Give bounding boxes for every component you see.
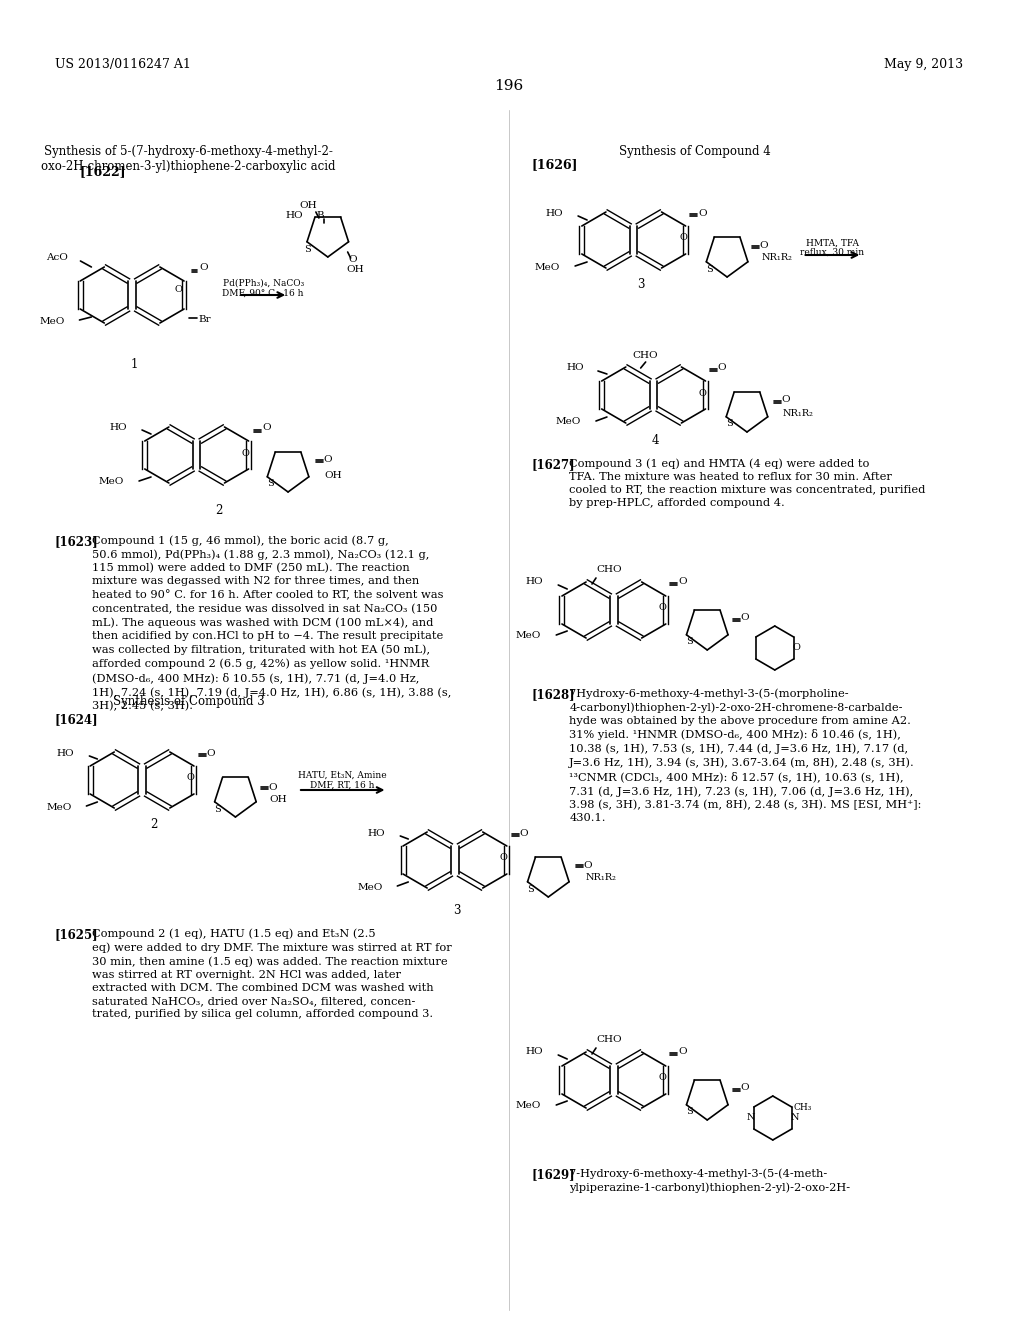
Text: Synthesis of 5-(7-hydroxy-6-methoxy-4-methyl-2-
oxo-2H-chromen-3-yl)thiophene-2-: Synthesis of 5-(7-hydroxy-6-methoxy-4-me… [42, 145, 336, 173]
Text: O: O [175, 285, 182, 294]
Text: NR₁R₂: NR₁R₂ [782, 408, 813, 417]
Text: O: O [262, 424, 270, 433]
Text: 4: 4 [652, 433, 659, 446]
Text: 3: 3 [454, 903, 461, 916]
Text: N: N [791, 1114, 799, 1122]
Text: CHO: CHO [596, 1035, 622, 1044]
Text: US 2013/0116247 A1: US 2013/0116247 A1 [54, 58, 190, 71]
Text: S: S [214, 804, 221, 813]
Text: [1622]: [1622] [80, 165, 126, 178]
Text: OH: OH [299, 201, 316, 210]
Text: MeO: MeO [39, 318, 65, 326]
Text: O: O [186, 774, 195, 783]
Text: 3: 3 [637, 279, 644, 292]
Text: S: S [686, 1107, 692, 1117]
Text: O: O [760, 240, 768, 249]
Text: O: O [698, 388, 707, 397]
Text: O: O [519, 829, 527, 837]
Text: reflux, 30 min: reflux, 30 min [801, 248, 864, 256]
Text: O: O [206, 748, 215, 758]
Text: MeO: MeO [46, 803, 72, 812]
Text: Compound 3 (1 eq) and HMTA (4 eq) were added to
TFA. The mixture was heated to r: Compound 3 (1 eq) and HMTA (4 eq) were a… [569, 458, 926, 508]
Text: CHO: CHO [596, 565, 622, 574]
Text: [1623]: [1623] [54, 535, 98, 548]
Text: AcO: AcO [46, 253, 68, 263]
Text: MeO: MeO [98, 478, 124, 487]
Text: [1627]: [1627] [531, 458, 575, 471]
Text: HO: HO [368, 829, 385, 837]
Text: O: O [348, 256, 357, 264]
Text: O: O [269, 784, 278, 792]
Text: S: S [304, 246, 311, 255]
Text: HO: HO [546, 209, 563, 218]
Text: HO: HO [525, 1048, 544, 1056]
Text: O: O [678, 1048, 687, 1056]
Text: Pd(PPh₃)₄, NaCO₃: Pd(PPh₃)₄, NaCO₃ [222, 279, 304, 288]
Text: [1625]: [1625] [54, 928, 98, 941]
Text: NR₁R₂: NR₁R₂ [761, 253, 793, 263]
Text: [1628]: [1628] [531, 688, 575, 701]
Text: S: S [686, 638, 692, 647]
Text: OH: OH [347, 265, 365, 275]
Text: [1626]: [1626] [531, 158, 578, 172]
Text: O: O [793, 644, 801, 652]
Text: OH: OH [269, 796, 287, 804]
Text: O: O [680, 234, 687, 243]
Text: HO: HO [525, 578, 544, 586]
Text: Synthesis of Compound 4: Synthesis of Compound 4 [620, 145, 771, 158]
Text: Compound 2 (1 eq), HATU (1.5 eq) and Et₃N (2.5
eq) were added to dry DMF. The mi: Compound 2 (1 eq), HATU (1.5 eq) and Et₃… [92, 928, 453, 1019]
Text: CH₃: CH₃ [794, 1104, 812, 1113]
Text: MeO: MeO [357, 883, 382, 891]
Text: NR₁R₂: NR₁R₂ [586, 873, 616, 882]
Text: N: N [746, 1114, 755, 1122]
Text: HO: HO [57, 748, 75, 758]
Text: OH: OH [324, 470, 342, 479]
Text: S: S [706, 264, 713, 273]
Text: Compound 1 (15 g, 46 mmol), the boric acid (8.7 g,
50.6 mmol), Pd(PPh₃)₄ (1.88 g: Compound 1 (15 g, 46 mmol), the boric ac… [92, 535, 452, 711]
Text: O: O [200, 263, 208, 272]
Text: 2: 2 [151, 818, 158, 832]
Text: O: O [781, 396, 791, 404]
Text: O: O [500, 854, 508, 862]
Text: HO: HO [566, 363, 584, 372]
Text: S: S [726, 420, 732, 429]
Text: 7-Hydroxy-6-methoxy-4-methyl-3-(5-(4-meth-
ylpiperazine-1-carbonyl)thiophen-2-yl: 7-Hydroxy-6-methoxy-4-methyl-3-(5-(4-met… [569, 1168, 850, 1192]
Text: 2: 2 [215, 503, 222, 516]
Text: 7Hydroxy-6-methoxy-4-methyl-3-(5-(morpholine-
4-carbonyl)thiophen-2-yl)-2-oxo-2H: 7Hydroxy-6-methoxy-4-methyl-3-(5-(morpho… [569, 688, 922, 824]
Text: HO: HO [110, 424, 127, 433]
Text: HO: HO [286, 210, 303, 219]
Text: O: O [678, 578, 687, 586]
Text: O: O [740, 614, 750, 623]
Text: HMTA, TFA: HMTA, TFA [806, 239, 859, 248]
Text: O: O [698, 209, 707, 218]
Text: O: O [242, 449, 249, 458]
Text: MeO: MeO [535, 263, 560, 272]
Text: O: O [584, 862, 592, 870]
Text: 1: 1 [130, 359, 138, 371]
Text: DMF, 90° C., 16 h: DMF, 90° C., 16 h [222, 289, 304, 297]
Text: S: S [527, 884, 534, 894]
Text: CHO: CHO [633, 351, 658, 359]
Text: O: O [740, 1084, 750, 1093]
Text: [1629]: [1629] [531, 1168, 575, 1181]
Text: HATU, Et₃N, Amine: HATU, Et₃N, Amine [298, 771, 387, 780]
Text: O: O [658, 1073, 667, 1082]
Text: 196: 196 [494, 79, 523, 92]
Text: MeO: MeO [556, 417, 581, 426]
Text: [1624]: [1624] [54, 713, 98, 726]
Text: May 9, 2013: May 9, 2013 [885, 58, 964, 71]
Text: DMF, RT, 16 h: DMF, RT, 16 h [310, 780, 375, 789]
Text: MeO: MeO [516, 631, 542, 640]
Text: Synthesis of Compound 3: Synthesis of Compound 3 [113, 696, 264, 708]
Text: B: B [316, 210, 324, 219]
Text: MeO: MeO [516, 1101, 542, 1110]
Text: Br: Br [199, 315, 211, 325]
Text: O: O [324, 455, 332, 465]
Text: S: S [267, 479, 273, 488]
Text: O: O [658, 603, 667, 612]
Text: O: O [718, 363, 726, 372]
